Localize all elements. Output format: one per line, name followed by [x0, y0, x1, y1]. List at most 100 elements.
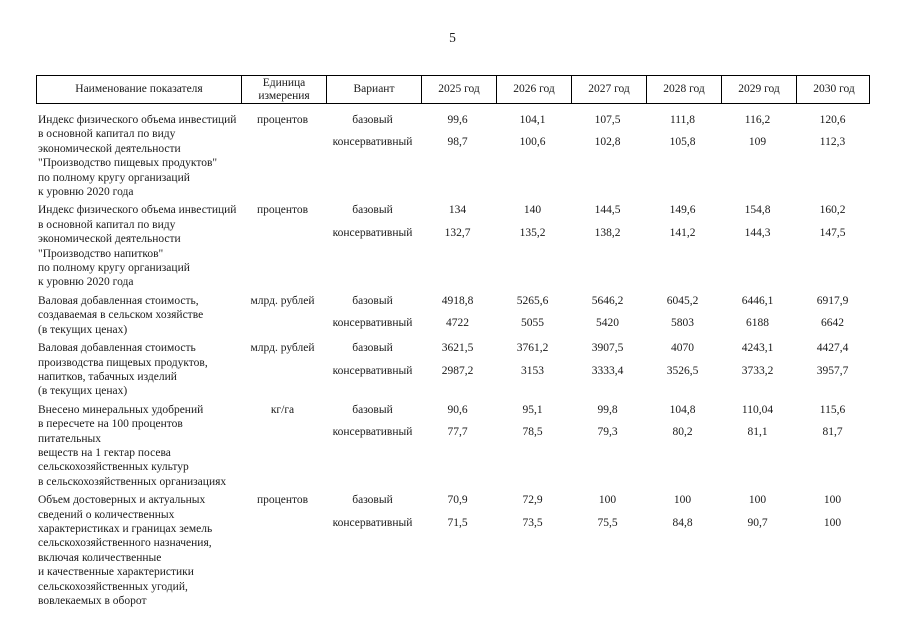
- header-year-2028: 2028 год: [646, 76, 721, 103]
- basic-value: 3621,5: [441, 342, 474, 355]
- basic-value: 95,1: [522, 403, 543, 416]
- basic-value: 110,04: [741, 403, 774, 416]
- basic-value: 6045,2: [666, 294, 699, 307]
- basic-value: 149,6: [669, 204, 696, 217]
- header-variant: Вариант: [326, 76, 421, 103]
- value-cell: 6917,9 6642: [795, 294, 870, 337]
- basic-value: 4918,8: [441, 294, 474, 307]
- conservative-value: 80,2: [672, 426, 693, 439]
- basic-value: 104,8: [669, 403, 696, 416]
- conservative-value: 73,5: [522, 516, 543, 529]
- basic-value: 154,8: [744, 204, 771, 217]
- conservative-value: 109: [748, 136, 767, 149]
- basic-value: 99,6: [447, 114, 468, 126]
- variant-conservative-label: консервативный: [332, 136, 413, 149]
- value-cell: 110,04 81,1: [720, 403, 795, 489]
- value-cell: 3907,5 3333,4: [570, 341, 645, 399]
- value-cell: 100 75,5: [570, 493, 645, 608]
- header-unit: Единица измерения: [241, 76, 326, 103]
- conservative-value: 141,2: [669, 226, 696, 239]
- basic-value: 160,2: [819, 204, 846, 217]
- value-cell: 5265,6 5055: [495, 294, 570, 337]
- value-cell: 99,8 79,3: [570, 403, 645, 489]
- variant-cell: базовый консервативный: [325, 341, 420, 399]
- basic-value: 100: [748, 494, 767, 507]
- variant-conservative-label: консервативный: [332, 426, 413, 439]
- variant-basic-label: базовый: [352, 114, 393, 126]
- variant-cell: базовый консервативный: [325, 294, 420, 337]
- basic-value: 90,6: [447, 403, 468, 416]
- basic-value: 120,6: [819, 114, 846, 126]
- value-cell: 134 132,7: [420, 203, 495, 289]
- conservative-value: 102,8: [594, 136, 621, 149]
- conservative-value: 100: [823, 516, 842, 529]
- basic-value: 107,5: [594, 114, 621, 126]
- conservative-value: 144,3: [744, 226, 771, 239]
- indicator-unit: процентов: [256, 204, 309, 217]
- variant-conservative-label: консервативный: [332, 226, 413, 239]
- table-row: Валовая добавленная стоимость производст…: [36, 341, 870, 399]
- value-cell: 70,9 71,5: [420, 493, 495, 608]
- header-indicator-name: Наименование показателя: [75, 83, 203, 96]
- value-cell: 100 90,7: [720, 493, 795, 608]
- conservative-value: 5803: [671, 317, 694, 330]
- basic-value: 4243,1: [741, 342, 774, 355]
- table-row: Индекс физического объема инвестиций в о…: [36, 113, 870, 199]
- conservative-value: 79,3: [597, 426, 618, 439]
- value-cell: 140 135,2: [495, 203, 570, 289]
- indicator-unit: кг/га: [270, 403, 295, 416]
- basic-value: 134: [448, 204, 467, 217]
- value-cell: 160,2 147,5: [795, 203, 870, 289]
- value-cell: 100 100: [795, 493, 870, 608]
- variant-basic-label: базовый: [352, 403, 393, 416]
- conservative-value: 90,7: [747, 516, 768, 529]
- conservative-value: 135,2: [519, 226, 546, 239]
- value-cell: 111,8 105,8: [645, 113, 720, 199]
- table-row: Индекс физического объема инвестиций в о…: [36, 203, 870, 289]
- variant-conservative-label: консервативный: [332, 516, 413, 529]
- conservative-value: 132,7: [444, 226, 471, 239]
- value-cell: 115,6 81,7: [795, 403, 870, 489]
- value-cell: 4243,1 3733,2: [720, 341, 795, 399]
- value-cell: 104,1 100,6: [495, 113, 570, 199]
- basic-value: 6917,9: [816, 294, 849, 307]
- conservative-value: 75,5: [597, 516, 618, 529]
- value-cell: 4918,8 4722: [420, 294, 495, 337]
- header-year-2027: 2027 год: [571, 76, 646, 103]
- value-cell: 99,6 98,7: [420, 113, 495, 199]
- basic-value: 99,8: [597, 403, 618, 416]
- basic-value: 100: [673, 494, 692, 507]
- conservative-value: 3957,7: [816, 364, 849, 377]
- variant-basic-label: базовый: [352, 294, 393, 307]
- value-cell: 144,5 138,2: [570, 203, 645, 289]
- conservative-value: 147,5: [819, 226, 846, 239]
- conservative-value: 6642: [821, 317, 844, 330]
- indicator-name: Индекс физического объема инвестиций в о…: [38, 114, 237, 199]
- basic-value: 70,9: [447, 494, 468, 507]
- indicator-unit: млрд. рублей: [250, 294, 315, 307]
- conservative-value: 81,1: [747, 426, 768, 439]
- variant-cell: базовый консервативный: [325, 203, 420, 289]
- basic-value: 104,1: [519, 114, 546, 126]
- basic-value: 100: [598, 494, 617, 507]
- basic-value: 3761,2: [516, 342, 549, 355]
- table-header-row: Наименование показателя Единица измерени…: [36, 75, 870, 104]
- value-cell: 95,1 78,5: [495, 403, 570, 489]
- basic-value: 5646,2: [591, 294, 624, 307]
- header-year-2026: 2026 год: [496, 76, 571, 103]
- header-year-2025: 2025 год: [421, 76, 496, 103]
- table-row: Валовая добавленная стоимость, создаваем…: [36, 294, 870, 337]
- variant-basic-label: базовый: [352, 342, 393, 355]
- value-cell: 4427,4 3957,7: [795, 341, 870, 399]
- indicator-unit: процентов: [256, 114, 309, 126]
- conservative-value: 98,7: [447, 136, 468, 149]
- conservative-value: 3733,2: [741, 364, 774, 377]
- basic-value: 6446,1: [741, 294, 774, 307]
- header-year-2029: 2029 год: [721, 76, 796, 103]
- value-cell: 149,6 141,2: [645, 203, 720, 289]
- basic-value: 115,6: [819, 403, 846, 416]
- indicator-name: Объем достоверных и актуальных сведений …: [38, 494, 213, 607]
- value-cell: 116,2 109: [720, 113, 795, 199]
- basic-value: 4427,4: [816, 342, 849, 355]
